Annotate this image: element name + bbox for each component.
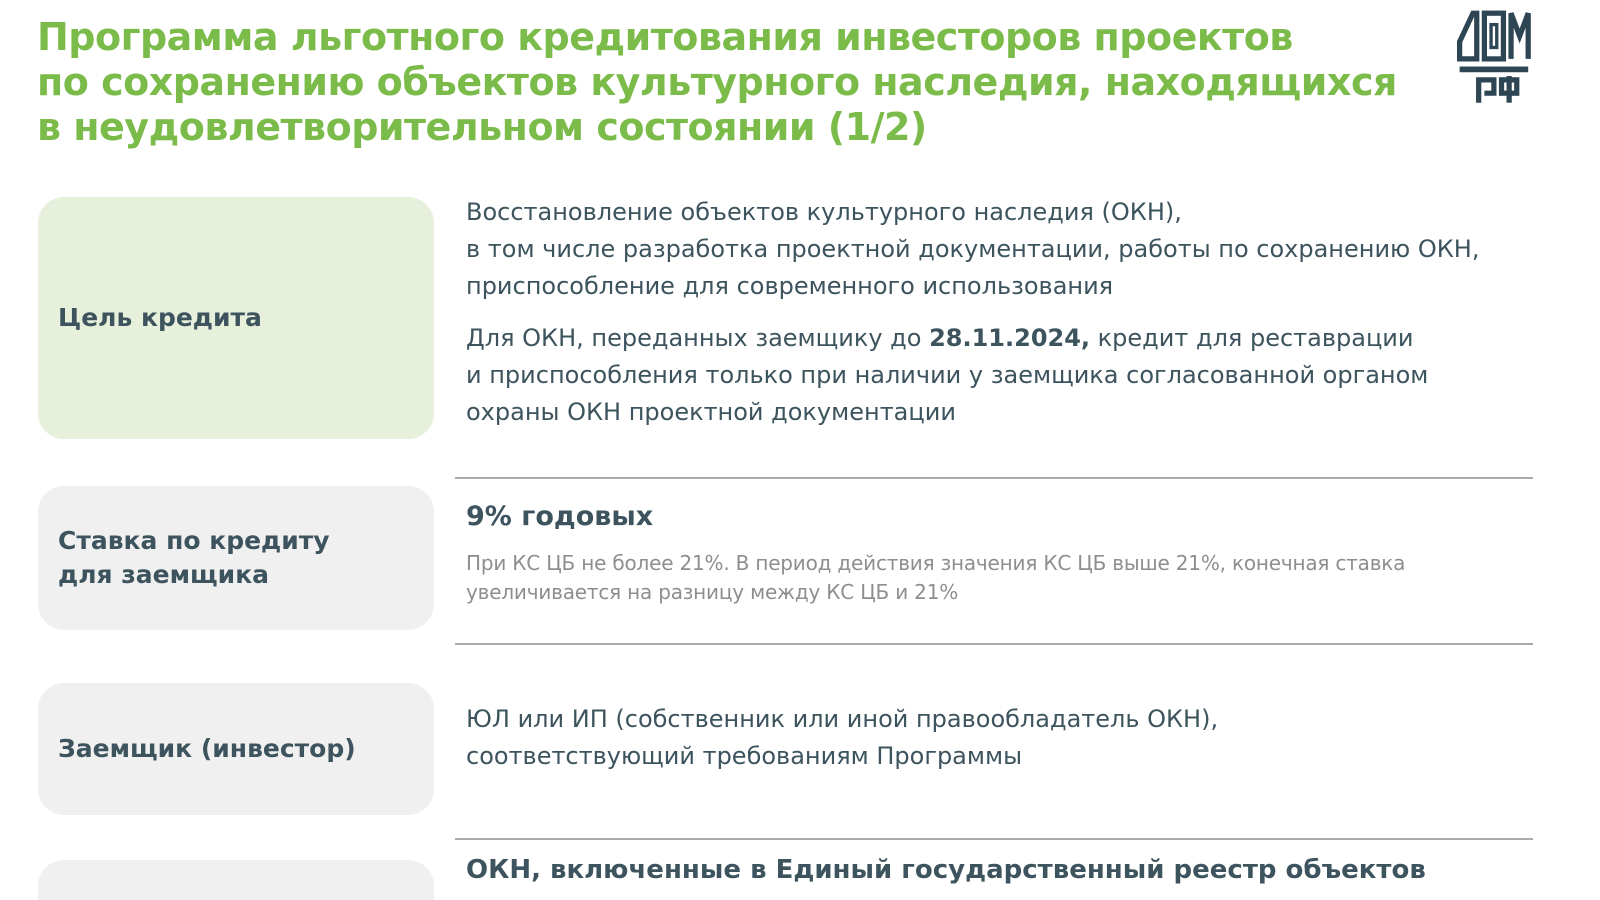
slide-title-line-2: по сохранению объектов культурного насле…: [37, 60, 1397, 104]
credit-purpose-paragraph-2: Для ОКН, переданных заемщику до 28.11.20…: [466, 320, 1536, 431]
label-pill-credit-purpose: Цель кредита: [38, 197, 434, 439]
divider-3: [455, 838, 1533, 840]
credit-rate-note: При КС ЦБ не более 21%. В период действи…: [466, 551, 1406, 604]
label-pill-credit-rate: Ставка по кредиту для заемщика: [38, 486, 434, 630]
dom-rf-logo-icon: [1452, 8, 1532, 106]
label-pill-okn-registry: [38, 860, 434, 900]
label-credit-rate: Ставка по кредиту для заемщика: [58, 526, 330, 589]
borrower-text: ЮЛ или ИП (собственник или иной правообл…: [466, 705, 1219, 770]
okn-registry-heading: ОКН, включенные в Единый государственный…: [466, 855, 1426, 885]
slide-title-line-3: в неудовлетворительном состоянии (1/2): [37, 105, 927, 149]
credit-purpose-paragraph-1: Восстановление объектов культурного насл…: [466, 198, 1480, 300]
content-borrower: ЮЛ или ИП (собственник или иной правообл…: [466, 701, 1536, 775]
paragraph-2-date: 28.11.2024,: [929, 324, 1091, 352]
credit-rate-value: 9% годовых: [466, 501, 654, 532]
label-credit-purpose: Цель кредита: [58, 303, 262, 332]
slide-title: Программа льготного кредитования инвесто…: [37, 15, 1397, 150]
label-pill-borrower: Заемщик (инвестор): [38, 683, 434, 815]
paragraph-2-after: кредит для реставрации и приспособления …: [466, 324, 1429, 426]
slide-title-line-1: Программа льготного кредитования инвесто…: [37, 15, 1293, 59]
content-credit-purpose: Восстановление объектов культурного насл…: [466, 194, 1536, 431]
divider-2: [455, 643, 1533, 645]
paragraph-2-before: Для ОКН, переданных заемщику до: [466, 324, 930, 352]
label-borrower: Заемщик (инвестор): [58, 734, 356, 763]
divider-1: [455, 477, 1533, 479]
